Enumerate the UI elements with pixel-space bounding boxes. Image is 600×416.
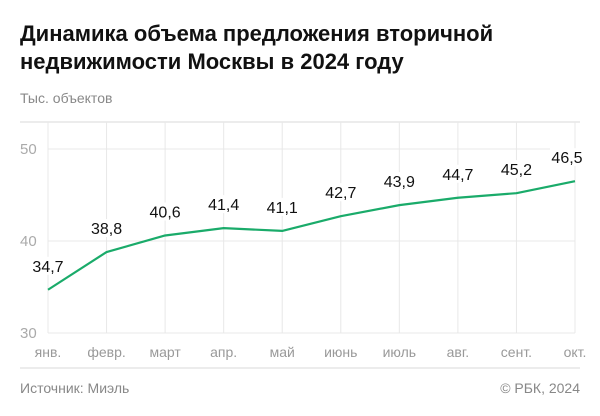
y-axis-label: Тыс. объектов bbox=[20, 90, 113, 106]
data-label-bg bbox=[382, 172, 417, 191]
data-label: 45,2 bbox=[501, 162, 532, 179]
data-label: 43,9 bbox=[384, 174, 415, 191]
x-tick-label: окт. bbox=[564, 344, 587, 360]
data-line bbox=[47, 180, 576, 291]
x-tick-label: май bbox=[270, 344, 295, 360]
data-label: 38,8 bbox=[91, 221, 122, 238]
chart-title: Динамика объема предложения вторичной не… bbox=[20, 21, 494, 74]
y-tick-label: 30 bbox=[20, 325, 37, 342]
x-tick-label: июнь bbox=[324, 344, 357, 360]
x-tick-label: февр. bbox=[87, 344, 125, 360]
data-label: 34,7 bbox=[32, 259, 63, 276]
y-tick-label: 50 bbox=[20, 141, 37, 158]
x-tick-label: авг. bbox=[447, 344, 470, 360]
data-label-bg bbox=[550, 148, 584, 167]
data-label-bg bbox=[148, 202, 183, 221]
data-label: 44,7 bbox=[442, 167, 473, 184]
data-label-bg bbox=[440, 164, 475, 183]
data-label-bg bbox=[206, 195, 241, 214]
source-note: Источник: Миэль bbox=[20, 380, 130, 396]
data-label-bg bbox=[89, 219, 124, 238]
data-label-bg bbox=[31, 256, 65, 275]
x-tick-label: июль bbox=[383, 344, 416, 360]
data-label-bg bbox=[499, 160, 534, 179]
data-label: 41,4 bbox=[208, 197, 239, 214]
data-label-bg bbox=[265, 197, 300, 216]
x-tick-label: сент. bbox=[501, 344, 532, 360]
data-label-bg bbox=[323, 183, 358, 202]
data-label: 46,5 bbox=[551, 150, 582, 167]
x-tick-label: март bbox=[149, 344, 181, 360]
data-label: 42,7 bbox=[325, 185, 356, 202]
data-label: 41,1 bbox=[267, 200, 298, 217]
x-tick-label: апр. bbox=[210, 344, 237, 360]
x-tick-label: янв. bbox=[35, 344, 62, 360]
copyright: © РБК, 2024 bbox=[500, 380, 580, 396]
data-label: 40,6 bbox=[150, 204, 181, 221]
y-tick-label: 40 bbox=[20, 233, 37, 250]
